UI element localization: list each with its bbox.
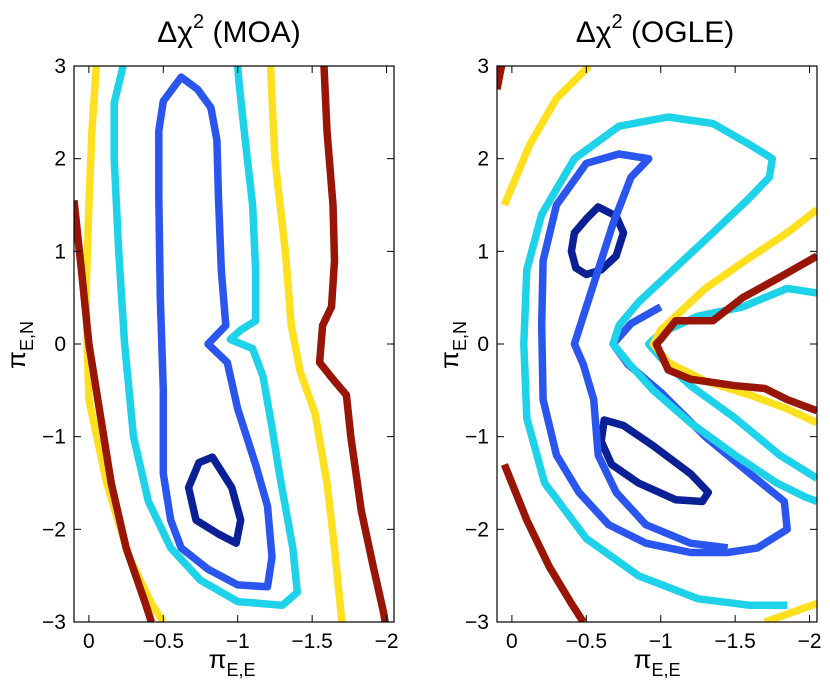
ogle-x-axis-label: πE,E (634, 644, 681, 680)
ogle-title-superscript: 2 (611, 11, 622, 33)
moa-y-tick-label: −2 (42, 518, 66, 541)
ogle-y-tick-label: −3 (465, 611, 489, 634)
moa-y-tick-label: −3 (42, 611, 66, 634)
ogle-contour-level-7 (763, 599, 817, 622)
ogle-y-tick-label: 3 (477, 55, 489, 78)
moa-contour-level-6 (74, 200, 155, 622)
ogle-plot-area: 0 −0.5 −1 −1.5 −2 −3 −2 −1 0 1 2 3 (465, 55, 821, 653)
ogle-x-tick-label: −1.5 (714, 630, 755, 653)
ogle-contours (497, 66, 817, 622)
moa-y-tick-label: 1 (54, 240, 66, 263)
ogle-contour-level-8 (500, 463, 587, 622)
ogle-contour-level-2 (537, 150, 791, 557)
moa-x-tick-label: −2 (375, 630, 399, 653)
moa-contour-level-1 (184, 453, 245, 547)
ogle-contour-level-1-lower (597, 416, 713, 506)
moa-contour-level-3 (110, 66, 302, 610)
moa-y-tick-label: −1 (42, 426, 66, 449)
moa-plot-area: 0 −0.5 −1 −1.5 −2 −3 −2 −1 0 1 2 3 (42, 55, 398, 653)
ogle-y-tick-label: −1 (465, 426, 489, 449)
moa-x-tick-label: −1.5 (291, 630, 332, 653)
ogle-y-axis-label: πE,N (434, 321, 470, 369)
moa-y-tick-label: 2 (54, 148, 66, 171)
moa-y-tick-label: 3 (54, 55, 66, 78)
ogle-y-tick-label: 0 (477, 333, 489, 356)
ogle-contour-level-6 (649, 206, 817, 427)
ogle-contour-level-4 (520, 113, 817, 610)
ogle-y-tick-label: 1 (477, 240, 489, 263)
ogle-contour-level-10 (497, 66, 506, 90)
moa-panel: Δχ2 (MOA) 0 −0.5 −1 −1.5 −2 −3 −2 −1 0 1 2 3 πE,E π… (1, 11, 399, 680)
ogle-x-tick-label: −0.5 (566, 630, 607, 653)
moa-x-tick-label: −1 (226, 630, 250, 653)
ogle-contour-level-5 (500, 66, 592, 207)
ogle-title: Δχ2 (OGLE) (576, 11, 735, 49)
moa-x-axis-label: πE,E (209, 644, 256, 680)
moa-y-axis-label: πE,N (1, 321, 37, 369)
moa-x-tick-label: 0 (83, 630, 95, 653)
ogle-x-tick-label: −1 (649, 630, 673, 653)
moa-contour-level-2 (155, 73, 276, 591)
moa-x-tick-label: −0.5 (143, 630, 184, 653)
moa-title: Δχ2 (MOA) (157, 11, 301, 49)
moa-contour-level-5 (266, 66, 346, 622)
moa-y-tick-label: 0 (54, 333, 66, 356)
ogle-y-tick-label: 2 (477, 148, 489, 171)
moa-contours (74, 66, 389, 622)
ogle-contour-level-9 (652, 252, 817, 415)
ogle-x-tick-label: −2 (798, 630, 822, 653)
ogle-y-tick-label: −2 (465, 518, 489, 541)
moa-title-superscript: 2 (193, 11, 204, 33)
ogle-x-tick-label: 0 (506, 630, 518, 653)
moa-contour-level-7 (315, 66, 389, 622)
ogle-contour-level-3 (645, 284, 817, 482)
